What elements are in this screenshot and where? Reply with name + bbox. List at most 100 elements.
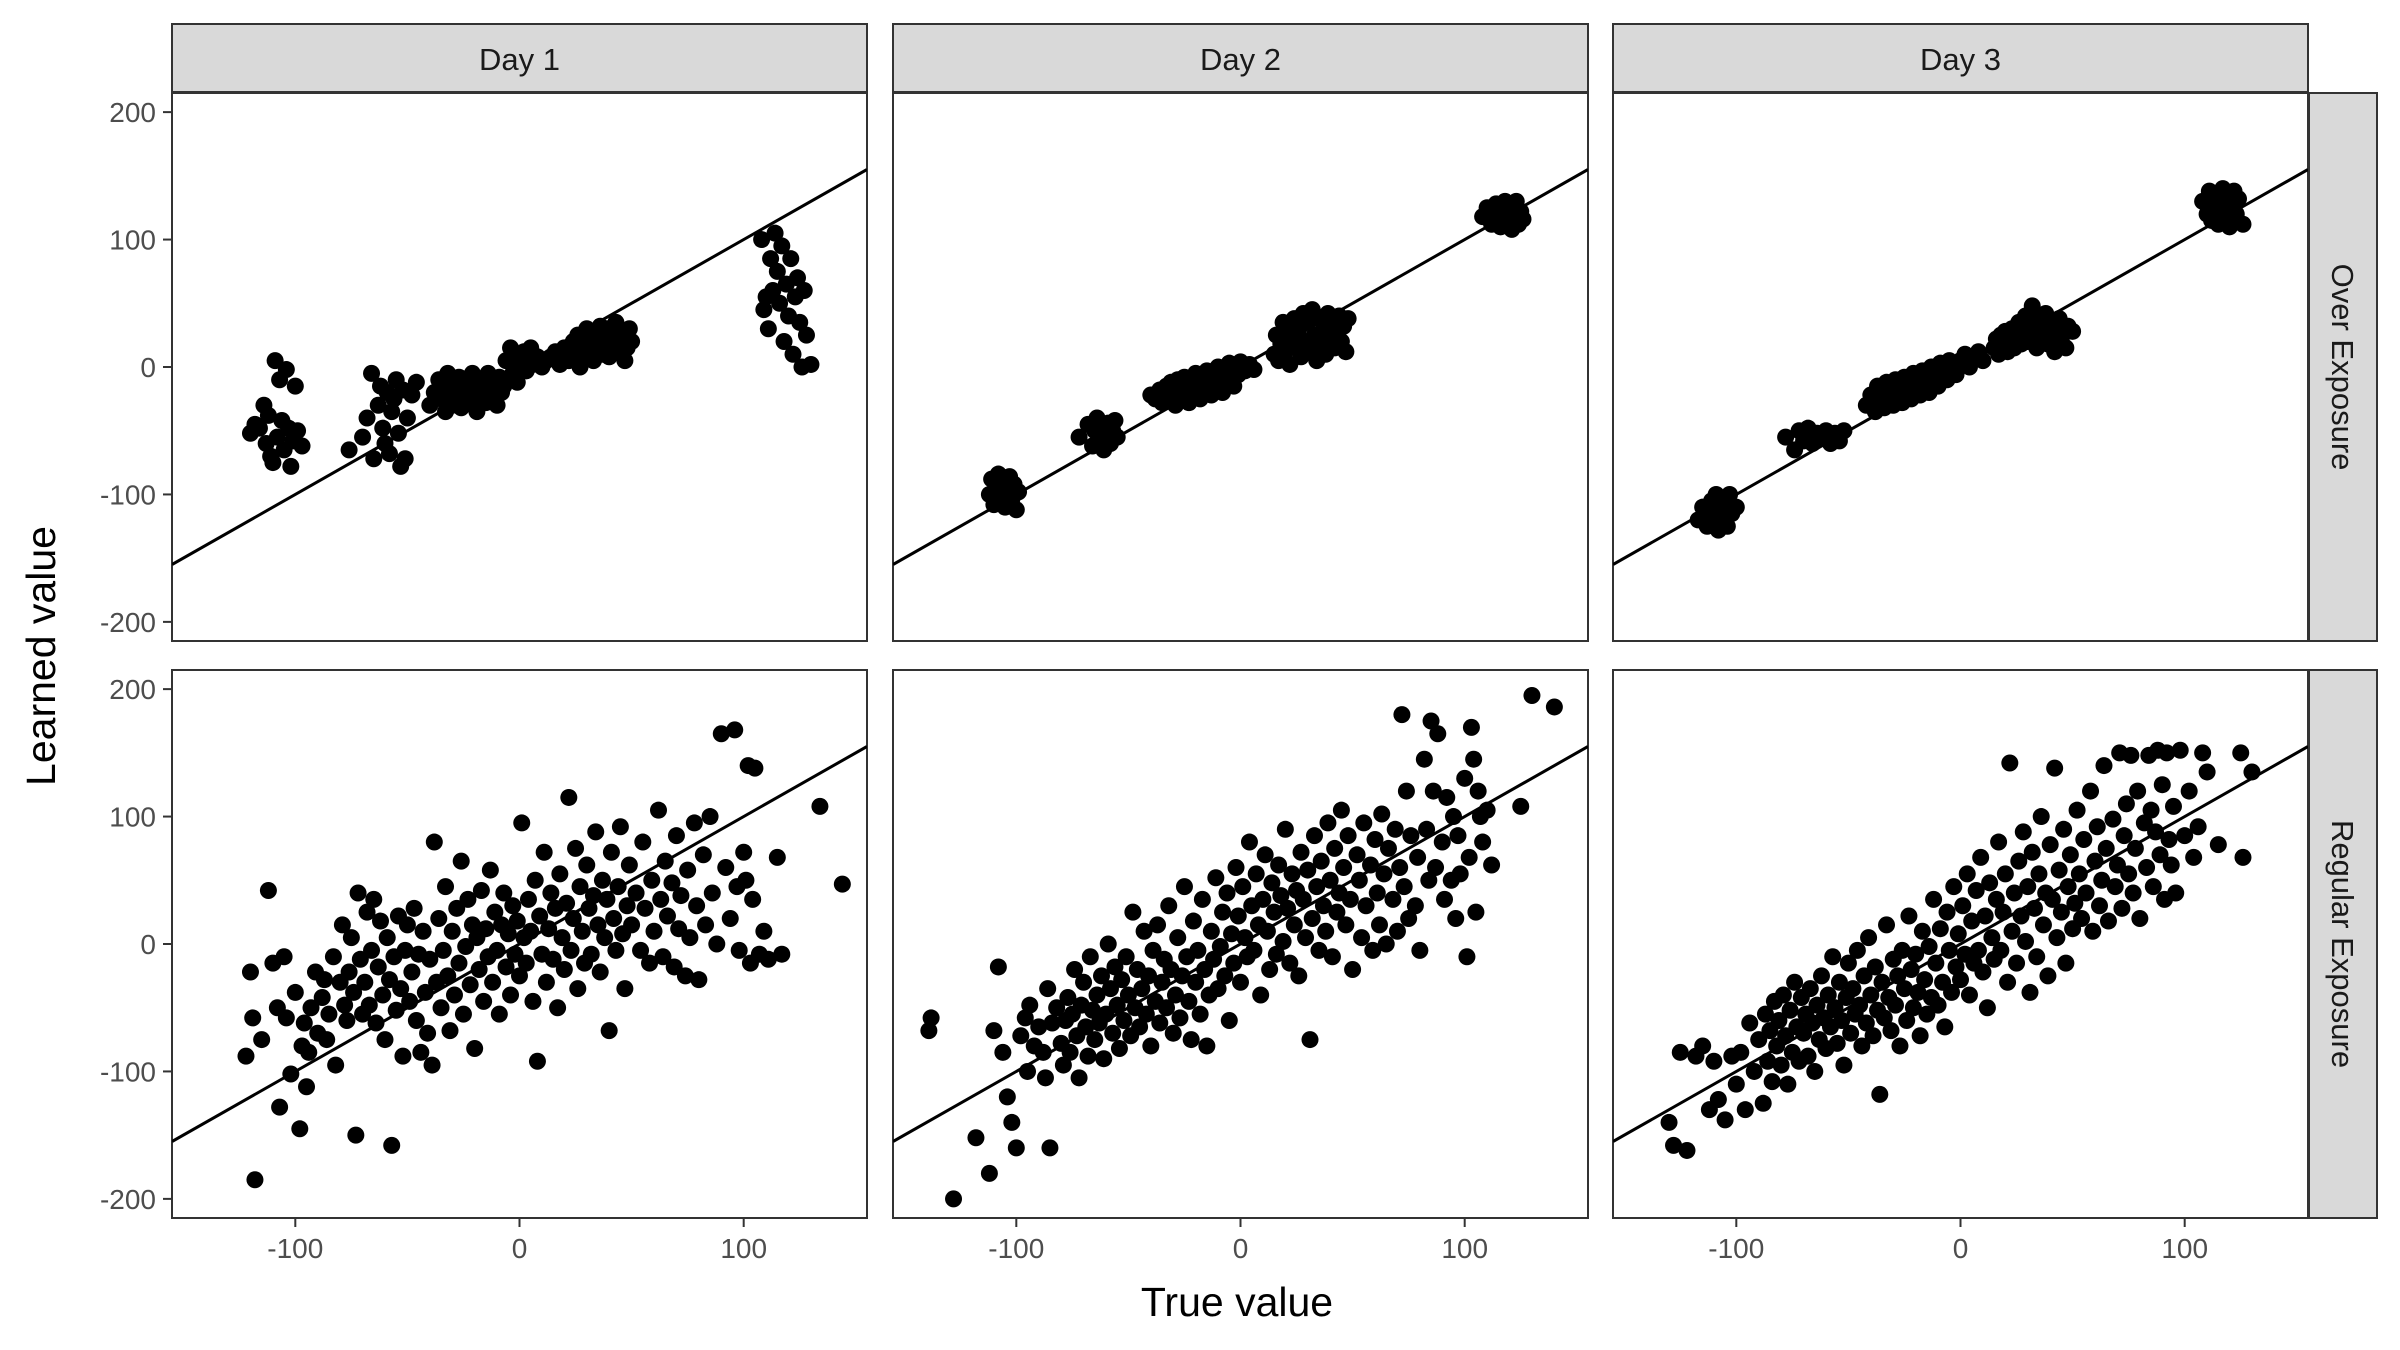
scatter-point: [2093, 871, 2111, 889]
scatter-point: [1945, 878, 1963, 896]
scatter-point: [2185, 848, 2203, 866]
scatter-point: [1214, 903, 1232, 921]
scatter-point: [356, 973, 374, 991]
scatter-point: [1478, 801, 1496, 819]
scatter-point: [1830, 973, 1848, 991]
scatter-point: [363, 364, 381, 382]
panel-2-2: [892, 669, 1589, 1227]
scatter-point: [1512, 797, 1530, 815]
scatter-point: [1940, 941, 1958, 959]
scatter-point: [1095, 1050, 1113, 1068]
scatter-point: [1054, 1056, 1072, 1074]
scatter-point: [302, 999, 320, 1017]
scatter-point: [398, 916, 416, 934]
scatter-point: [1279, 899, 1297, 917]
scatter-point: [1061, 1043, 1079, 1061]
panel-3-2: [1612, 669, 2309, 1227]
scatter-point: [277, 361, 295, 379]
scatter-point: [2028, 948, 2046, 966]
scatter-point: [1824, 948, 1842, 966]
scatter-point: [721, 910, 739, 928]
scatter-point: [376, 1031, 394, 1049]
scatter-point: [616, 352, 634, 370]
scatter-point: [2243, 763, 2261, 781]
scatter-point: [2034, 916, 2052, 934]
scatter-point: [717, 859, 735, 877]
scatter-point: [392, 980, 410, 998]
scatter-point: [1727, 498, 1745, 516]
scatter-point: [1310, 941, 1328, 959]
scatter-point: [1245, 941, 1263, 959]
scatter-point: [1893, 941, 1911, 959]
y-tick-label: 100: [109, 225, 156, 256]
scatter-point: [1323, 948, 1341, 966]
scatter-point: [324, 948, 342, 966]
column-strip-label: Day 2: [1200, 42, 1281, 77]
scatter-point: [2120, 865, 2138, 883]
scatter-point: [551, 865, 569, 883]
scatter-point: [526, 871, 544, 889]
scatter-point: [1166, 986, 1184, 1004]
scatter-point: [744, 890, 762, 908]
scatter-point: [425, 833, 443, 851]
scatter-point: [1007, 1139, 1025, 1157]
panel-1-2: [163, 669, 868, 1227]
scatter-point: [2021, 983, 2039, 1001]
scatter-point: [1339, 310, 1357, 328]
scatter-point: [2057, 954, 2075, 972]
scatter-point: [1772, 1056, 1790, 1074]
scatter-point: [1216, 967, 1234, 985]
scatter-point: [2012, 907, 2030, 925]
scatter-point: [1137, 1005, 1155, 1023]
scatter-point: [1153, 973, 1171, 991]
y-tick-label: -100: [100, 479, 156, 510]
scatter-point: [1911, 1027, 1929, 1045]
scatter-point: [358, 409, 376, 427]
scatter-point: [2097, 839, 2115, 857]
scatter-point: [1133, 980, 1151, 998]
scatter-point: [1848, 941, 1866, 959]
scatter-point: [2077, 884, 2095, 902]
panel-plot-area: [1613, 741, 2308, 1159]
scatter-point: [1864, 1027, 1882, 1045]
scatter-point: [524, 992, 542, 1010]
scatter-point: [1931, 920, 1949, 938]
scatter-point: [1290, 967, 1308, 985]
scatter-point: [1826, 999, 1844, 1017]
scatter-point: [300, 1043, 318, 1061]
scatter-point: [1108, 428, 1126, 446]
scatter-point: [2023, 297, 2041, 315]
scatter-point: [759, 320, 777, 338]
scatter-point: [1229, 907, 1247, 925]
scatter-point: [1987, 890, 2005, 908]
scatter-point: [1545, 698, 1563, 716]
scatter-point: [1422, 712, 1440, 730]
scatter-point: [789, 269, 806, 287]
scatter-point: [1149, 916, 1167, 934]
scatter-point: [1781, 1001, 1799, 1019]
scatter-point: [358, 903, 376, 921]
scatter-point: [998, 1088, 1016, 1106]
scatter-point: [2061, 846, 2079, 864]
scatter-point: [2164, 797, 2182, 815]
scatter-point: [1294, 890, 1312, 908]
scatter-point: [1969, 941, 1987, 959]
scatter-point: [2005, 884, 2023, 902]
scatter-point: [2234, 848, 2252, 866]
scatter-point: [1077, 1018, 1095, 1036]
scatter-point: [2010, 852, 2028, 870]
scatter-point: [1397, 782, 1415, 800]
scatter-point: [1996, 865, 2014, 883]
scatter-point: [452, 852, 470, 870]
scatter-point: [569, 980, 587, 998]
scatter-point: [537, 973, 555, 991]
scatter-point: [562, 941, 580, 959]
scatter-point: [1184, 912, 1202, 930]
scatter-point: [367, 1014, 385, 1032]
scatter-point: [650, 801, 667, 819]
panel-plot-area: [1613, 168, 2308, 566]
scatter-point: [349, 884, 367, 902]
panels: [163, 92, 2309, 1227]
scatter-point: [363, 941, 381, 959]
scatter-point: [690, 971, 708, 989]
